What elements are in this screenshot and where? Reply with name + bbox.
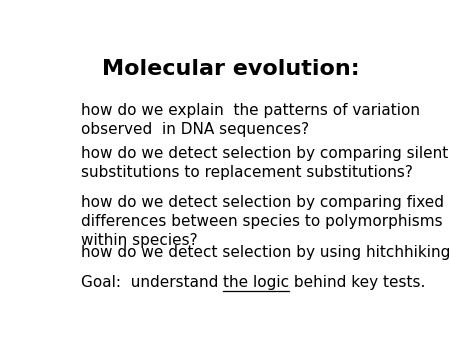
- Text: behind key tests.: behind key tests.: [289, 275, 425, 290]
- Text: how do we detect selection by comparing silent site
substitutions to replacement: how do we detect selection by comparing …: [81, 146, 450, 179]
- Text: how do we detect selection by using hitchhiking?: how do we detect selection by using hitc…: [81, 245, 450, 260]
- Text: Molecular evolution:: Molecular evolution:: [102, 59, 360, 79]
- Text: how do we explain  the patterns of variation
observed  in DNA sequences?: how do we explain the patterns of variat…: [81, 103, 420, 137]
- Text: how do we detect selection by comparing fixed
differences between species to pol: how do we detect selection by comparing …: [81, 195, 444, 248]
- Text: the logic: the logic: [223, 275, 289, 290]
- Text: Goal:  understand: Goal: understand: [81, 275, 223, 290]
